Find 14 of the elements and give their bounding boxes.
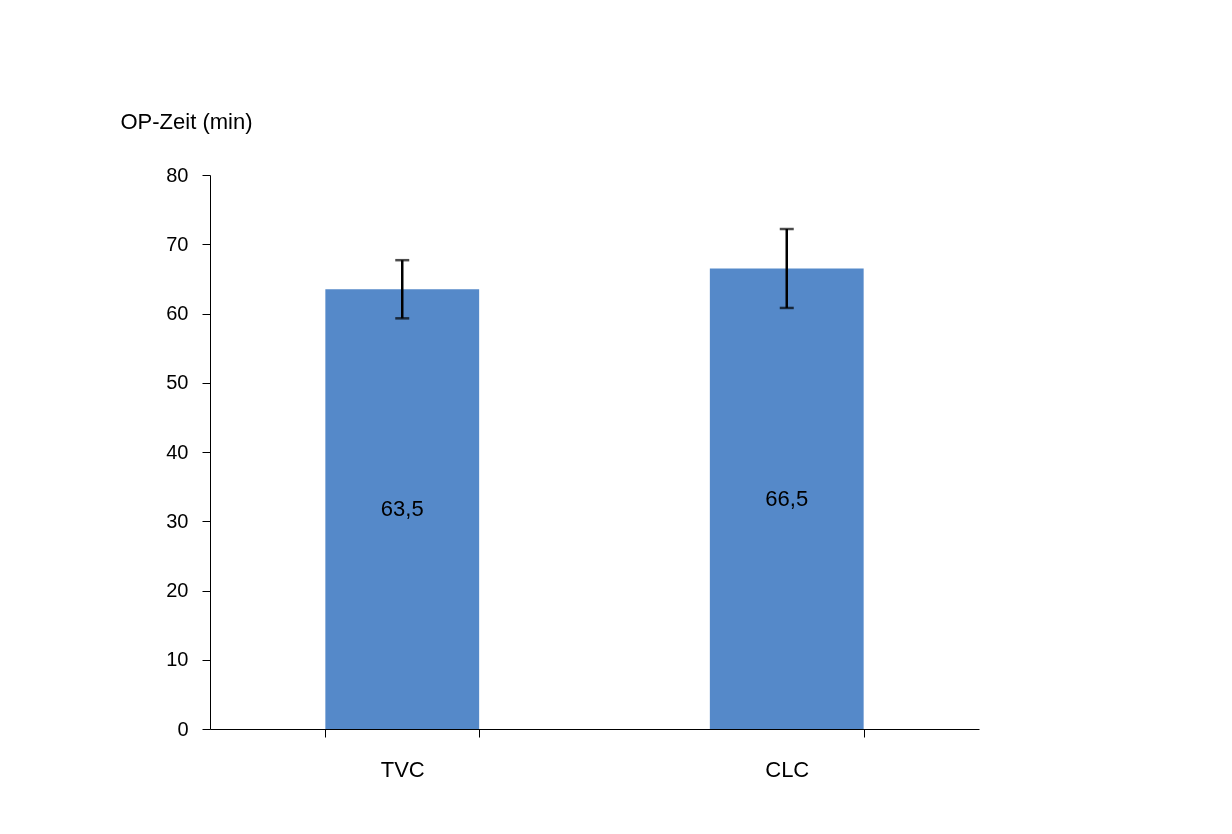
y-tick-label: 10 [166,648,189,671]
y-tick-label: 50 [166,371,189,394]
x-tick-label: CLC [765,756,810,782]
y-tick-label: 0 [177,717,189,740]
y-tick-label: 20 [166,579,189,601]
y-tick-label: 70 [166,232,189,255]
data-label: 63,5 [380,496,424,522]
data-label: 66,5 [765,485,809,511]
x-tick-label: TVC [380,756,425,782]
y-axis-title: OP-Zeit (min) [120,108,253,134]
y-tick-label: 80 [166,163,189,186]
y-tick-label: 30 [166,509,189,532]
y-tick-label: 40 [166,440,189,463]
y-tick-label: 60 [166,302,189,324]
